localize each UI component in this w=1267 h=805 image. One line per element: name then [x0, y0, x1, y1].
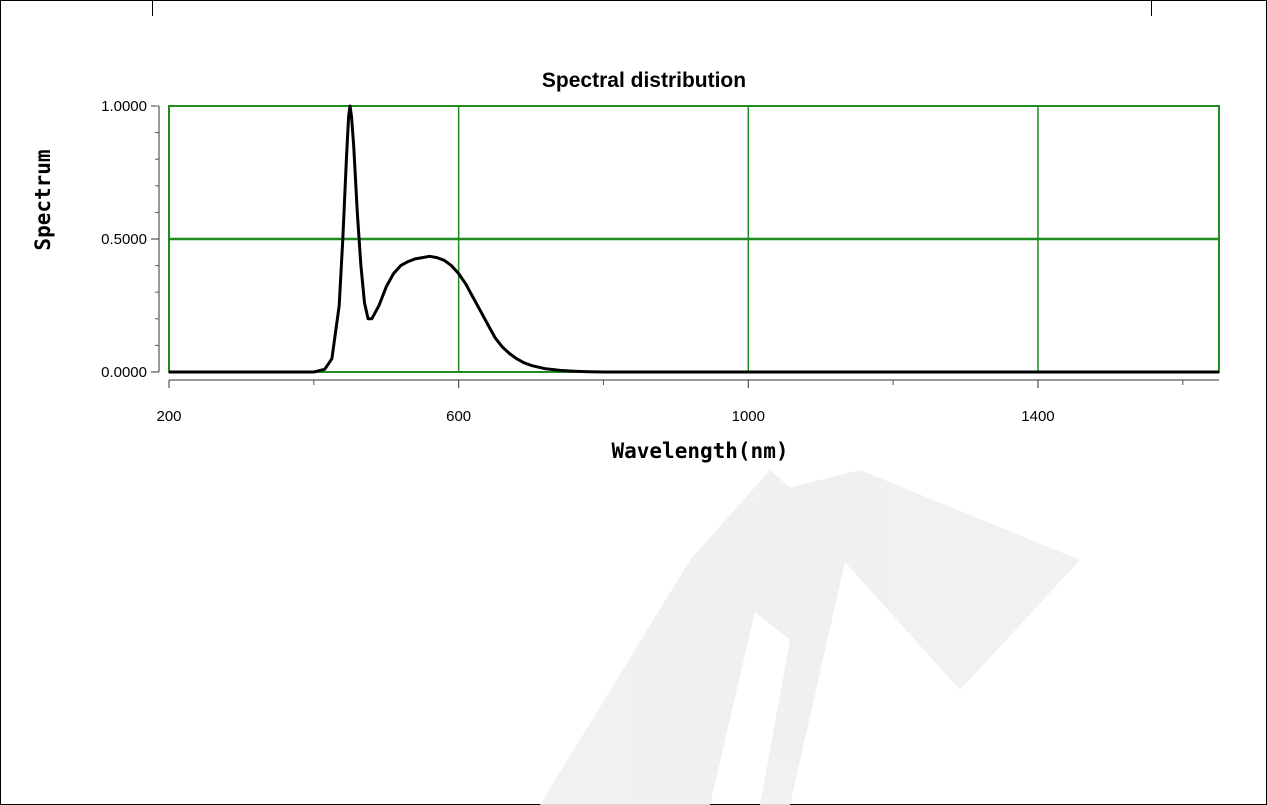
frame-top-divider-right [1151, 0, 1152, 16]
y-axis-title: Spectrum [31, 149, 55, 250]
chart-ticks: 0.0000 0.5000 1.0000 200 600 1000 1400 [101, 98, 1184, 425]
x-axis-title: Wavelength(nm) [611, 439, 788, 463]
chart-axes [158, 106, 1219, 381]
y-tick-label-0.0000: 0.0000 [101, 364, 147, 381]
x-tick-label-600: 600 [446, 408, 471, 425]
frame-top-divider-left [152, 0, 153, 16]
y-tick-label-1.0000: 1.0000 [101, 98, 147, 115]
x-tick-label-200: 200 [156, 408, 181, 425]
x-tick-label-1000: 1000 [732, 408, 765, 425]
chart-grid [168, 105, 1220, 373]
x-tick-label-1400: 1400 [1021, 408, 1054, 425]
chart-title: Spectral distribution [542, 69, 746, 92]
y-tick-label-0.5000: 0.5000 [101, 231, 147, 248]
series-line-spectrum [169, 104, 1219, 374]
